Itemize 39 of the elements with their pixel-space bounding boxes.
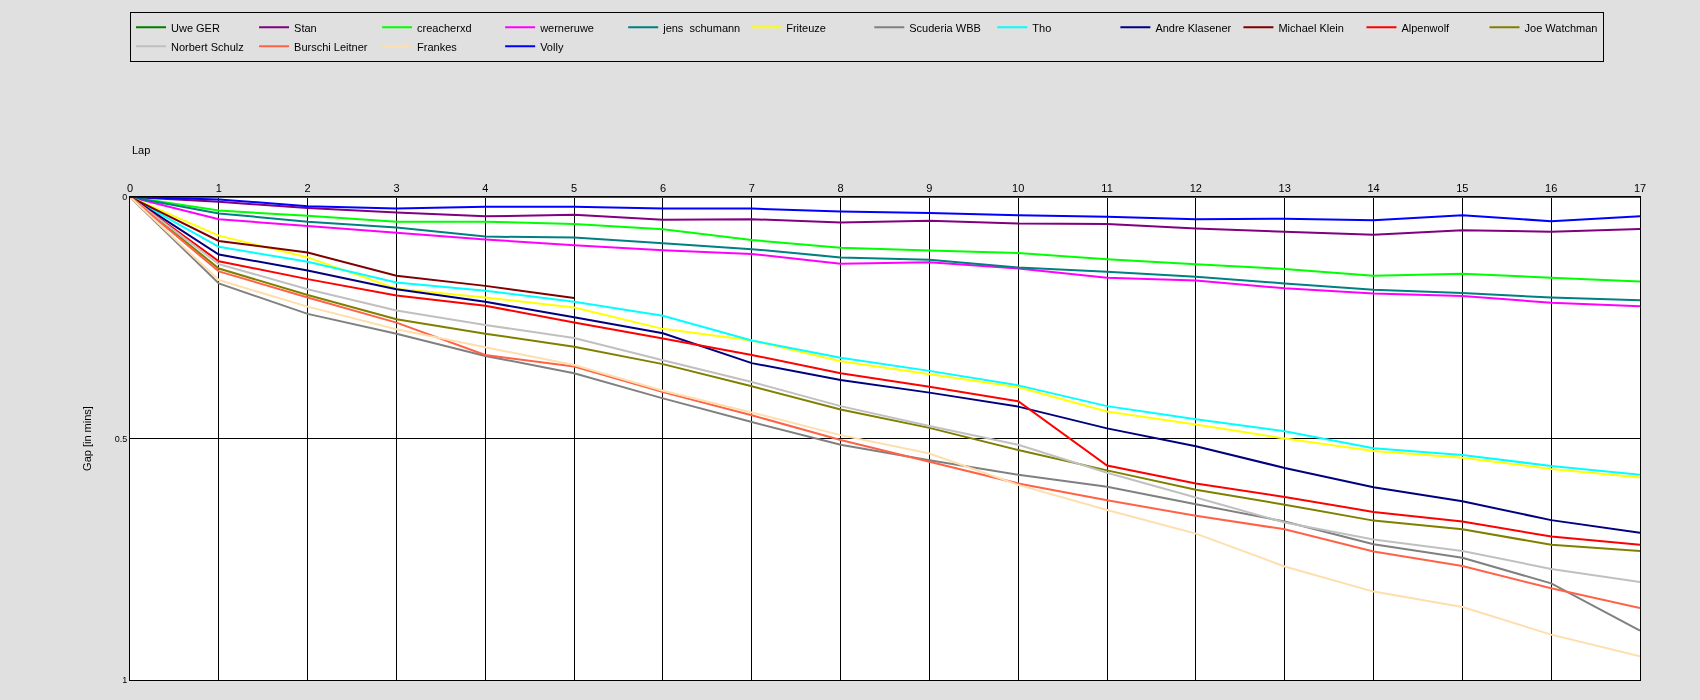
legend-label: Burschi Leitner bbox=[294, 40, 368, 53]
x-tick-label: 13 bbox=[1278, 181, 1291, 194]
x-tick-label: 4 bbox=[482, 181, 489, 194]
legend-label: Volly bbox=[540, 40, 564, 53]
legend-label: Frankes bbox=[417, 40, 458, 53]
y-tick-label: 0.5 bbox=[114, 433, 128, 444]
x-tick-label: 5 bbox=[571, 181, 578, 194]
y-tick-label: 0 bbox=[122, 192, 128, 203]
x-axis-title: Lap bbox=[132, 144, 151, 156]
x-tick-label: 12 bbox=[1189, 181, 1203, 194]
x-tick-label: 14 bbox=[1367, 181, 1380, 194]
y-axis-title: Gap [in mins] bbox=[81, 406, 94, 471]
legend-label: Scuderia WBB bbox=[909, 21, 981, 34]
x-tick-label: 8 bbox=[837, 181, 844, 194]
x-tick-label: 1 bbox=[215, 181, 222, 194]
legend-label: Joe Watchman bbox=[1524, 21, 1598, 34]
y-tick-label: 1 bbox=[122, 675, 128, 686]
legend-label: Alpenwolf bbox=[1401, 21, 1451, 34]
legend-label: Friteuze bbox=[786, 21, 826, 34]
legend-label: jens schumann bbox=[662, 21, 741, 34]
line-series bbox=[130, 197, 1640, 223]
x-tick-label: 2 bbox=[304, 181, 311, 194]
legend-label: Stan bbox=[294, 21, 317, 34]
legend-label: Uwe GER bbox=[171, 21, 220, 34]
legend-label: werneruwe bbox=[539, 21, 594, 34]
x-tick-label: 3 bbox=[393, 181, 400, 194]
x-tick-label: 11 bbox=[1101, 181, 1113, 194]
legend-label: Tho bbox=[1032, 21, 1052, 34]
x-tick-label: 6 bbox=[659, 181, 666, 194]
legend-label: Michael Klein bbox=[1278, 21, 1344, 34]
x-tick-label: 17 bbox=[1633, 181, 1647, 194]
x-tick-label: 10 bbox=[1012, 181, 1025, 194]
legend-label: creacherxd bbox=[417, 21, 472, 34]
x-tick-label: 15 bbox=[1456, 181, 1469, 194]
x-tick-label: 9 bbox=[926, 181, 933, 194]
x-tick-label: 7 bbox=[748, 181, 755, 194]
x-tick-label: 16 bbox=[1545, 181, 1558, 194]
legend-label: Andre Klasener bbox=[1155, 21, 1232, 34]
legend-label: Norbert Schulz bbox=[171, 40, 244, 53]
